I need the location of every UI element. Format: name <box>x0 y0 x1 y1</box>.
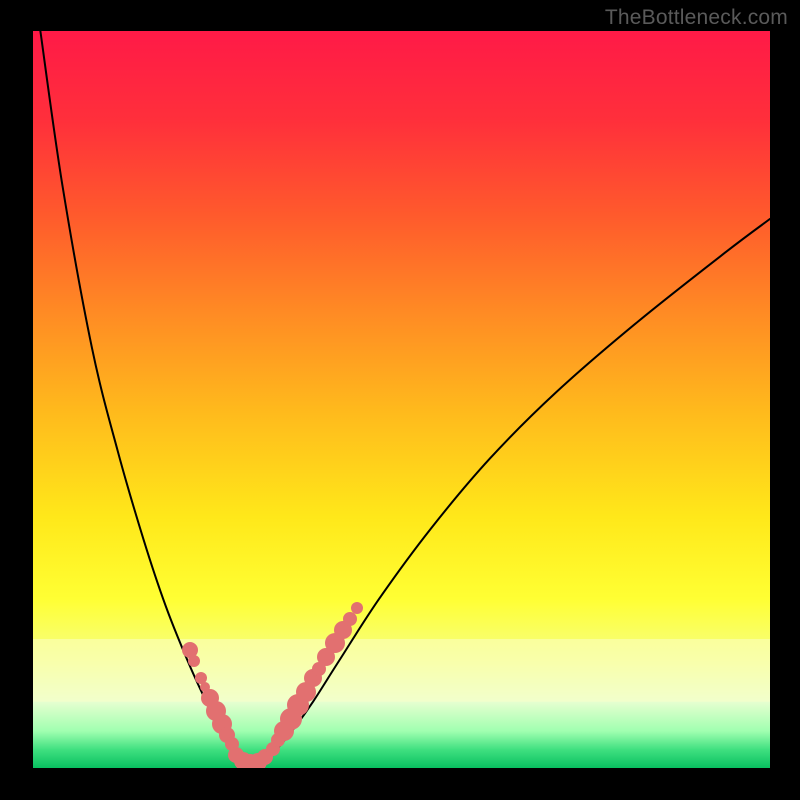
highlight-band <box>33 639 770 702</box>
data-marker <box>188 655 200 667</box>
watermark-text: TheBottleneck.com <box>605 6 788 30</box>
data-marker <box>351 602 363 614</box>
chart-svg <box>33 31 770 768</box>
plot-area <box>33 31 770 768</box>
chart-frame: TheBottleneck.com <box>0 0 800 800</box>
data-marker <box>343 612 357 626</box>
